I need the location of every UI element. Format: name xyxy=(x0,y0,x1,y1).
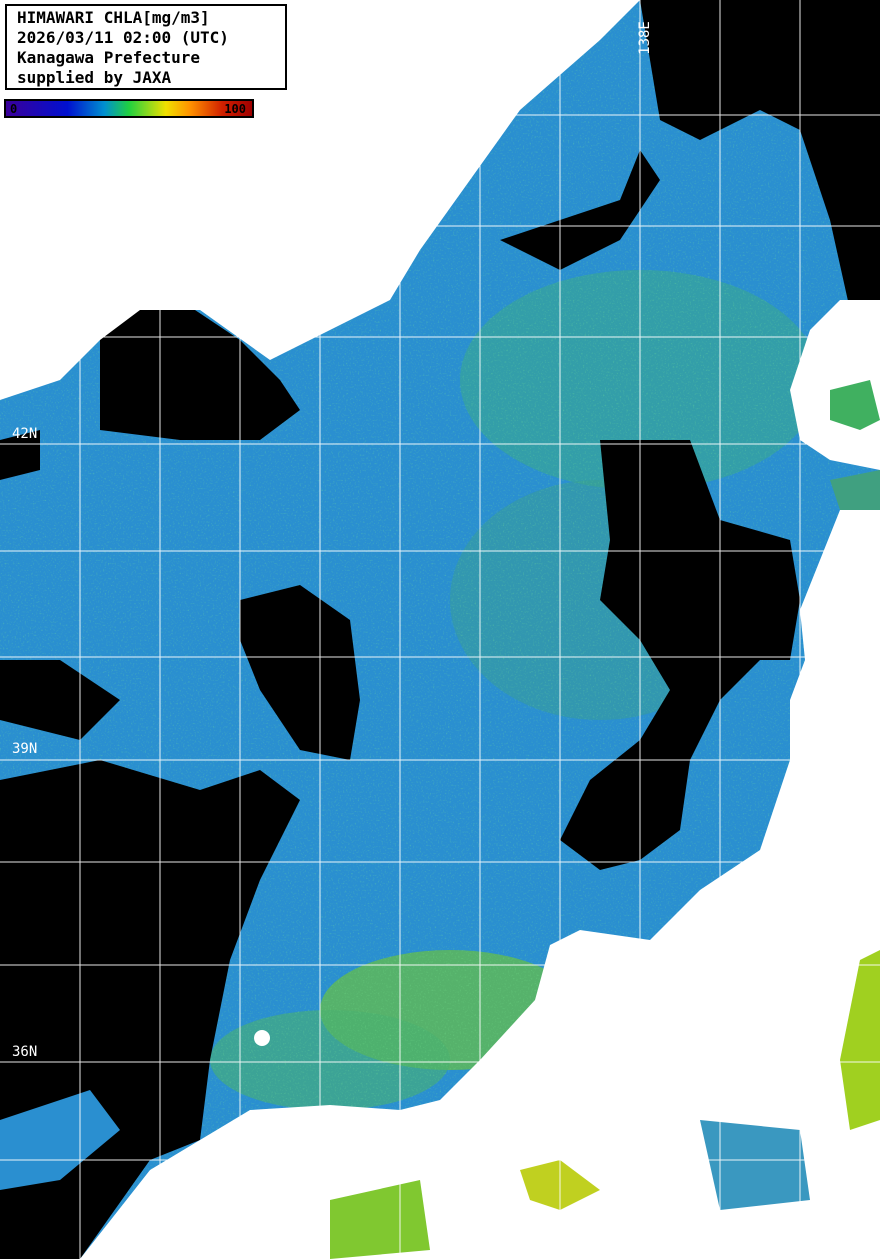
latitude-label-36n: 36N xyxy=(12,1044,38,1060)
legend-timestamp: 2026/03/11 02:00 (UTC) xyxy=(17,28,229,47)
latitude-label-39n: 39N xyxy=(12,741,38,757)
legend-credit: supplied by JAXA xyxy=(17,68,172,87)
longitude-label-138e: 138E xyxy=(636,21,653,55)
colorbar-min: 0 xyxy=(10,102,18,116)
legend-box: HIMAWARI CHLA[mg/m3] 2026/03/11 02:00 (U… xyxy=(5,4,287,90)
colorbar: 0 100 xyxy=(4,99,254,118)
colorbar-max: 100 xyxy=(224,102,246,116)
legend-title: HIMAWARI CHLA[mg/m3] xyxy=(17,8,210,27)
legend-organization: Kanagawa Prefecture xyxy=(17,48,201,67)
coastal-shelf-waters xyxy=(0,380,880,1259)
latitude-label-42n: 42N xyxy=(12,426,38,442)
